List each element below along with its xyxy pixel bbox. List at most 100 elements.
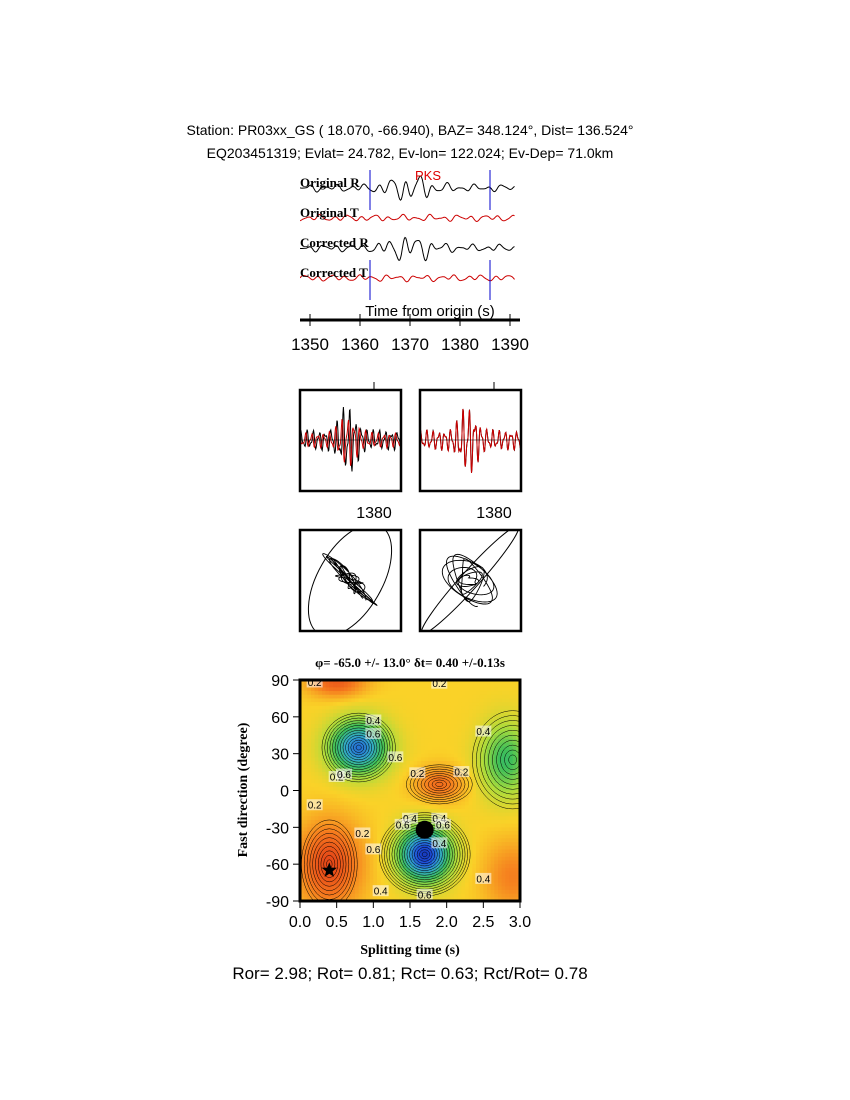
grid-cell xyxy=(347,816,352,821)
grid-cell xyxy=(472,683,477,688)
grid-cell xyxy=(347,779,352,784)
grid-cell xyxy=(307,713,312,718)
grid-cell xyxy=(311,761,316,766)
grid-cell xyxy=(406,878,411,884)
grid-cell xyxy=(468,698,473,703)
grid-cell xyxy=(336,856,341,861)
grid-cell xyxy=(410,680,415,685)
grid-cell xyxy=(303,691,308,696)
grid-cell xyxy=(303,794,308,799)
grid-cell xyxy=(307,694,312,699)
grid-cell xyxy=(439,831,444,836)
grid-cell xyxy=(417,761,422,766)
grid-cell xyxy=(307,691,312,696)
grid-cell xyxy=(417,779,422,784)
grid-cell xyxy=(410,749,415,755)
grid-cell xyxy=(494,864,499,869)
grid-cell xyxy=(454,845,459,850)
grid-cell xyxy=(428,761,433,766)
grid-cell xyxy=(377,772,382,777)
grid-cell xyxy=(443,860,448,865)
grid-cell xyxy=(483,893,488,898)
grid-cell xyxy=(494,709,499,714)
grid-cell xyxy=(307,698,312,703)
grid-cell xyxy=(325,897,330,901)
grid-cell xyxy=(454,680,459,685)
contour-label-text: 0.6 xyxy=(436,820,450,831)
grid-cell xyxy=(483,716,488,722)
grid-cell xyxy=(516,694,520,699)
grid-cell xyxy=(468,687,473,692)
grid-cell xyxy=(355,790,360,795)
grid-cell xyxy=(490,893,495,898)
grid-cell xyxy=(384,705,389,710)
grid-cell xyxy=(450,702,455,707)
grid-cell xyxy=(373,823,378,828)
grid-cell xyxy=(435,867,440,873)
grid-cell xyxy=(465,897,470,901)
grid-cell xyxy=(307,772,312,777)
grid-cell xyxy=(509,801,514,806)
grid-cell xyxy=(344,856,349,861)
grid-cell xyxy=(395,680,400,685)
contour-label-bg xyxy=(372,885,389,897)
grid-cell xyxy=(322,871,327,876)
grid-cell xyxy=(406,753,411,758)
grid-cell xyxy=(362,749,367,755)
grid-cell xyxy=(424,727,429,733)
grid-cell xyxy=(358,882,363,887)
grid-cell xyxy=(421,716,426,722)
grid-cell xyxy=(413,864,418,869)
grid-cell xyxy=(450,805,455,810)
grid-cell xyxy=(446,716,451,722)
grid-cell xyxy=(395,878,400,884)
grid-cell xyxy=(399,797,404,803)
grid-cell xyxy=(314,864,319,869)
particle-motion-after xyxy=(418,528,523,633)
grid-cell xyxy=(461,797,466,803)
grid-cell xyxy=(410,687,415,692)
grid-cell xyxy=(344,720,349,725)
grid-cell xyxy=(435,709,440,714)
grid-cell xyxy=(311,753,316,758)
grid-cell xyxy=(322,724,327,729)
grid-cell xyxy=(314,875,319,880)
grid-cell xyxy=(435,878,440,884)
grid-cell xyxy=(516,849,520,854)
grid-cell xyxy=(384,882,389,887)
grid-cell xyxy=(498,797,503,803)
grid-cell xyxy=(362,897,367,901)
grid-cell xyxy=(391,783,396,788)
grid-cell xyxy=(410,709,415,714)
grid-cell xyxy=(428,864,433,869)
grid-cell xyxy=(391,709,396,714)
grid-cell xyxy=(369,683,374,688)
grid-cell xyxy=(461,812,466,817)
grid-cell xyxy=(498,757,503,762)
grid-cell xyxy=(461,838,466,843)
grid-cell xyxy=(487,691,492,696)
grid-cell xyxy=(476,845,481,850)
grid-cell xyxy=(424,816,429,821)
grid-cell xyxy=(391,845,396,850)
grid-cell xyxy=(472,716,477,722)
grid-cell xyxy=(498,680,503,685)
grid-cell xyxy=(336,823,341,828)
grid-cell xyxy=(494,834,499,839)
grid-cell xyxy=(483,886,488,891)
grid-cell xyxy=(344,797,349,803)
grid-cell xyxy=(487,842,492,847)
grid-cell xyxy=(476,705,481,710)
grid-cell xyxy=(391,856,396,861)
grid-cell xyxy=(384,845,389,850)
grid-cell xyxy=(512,720,517,725)
grid-cell xyxy=(413,691,418,696)
grid-cell xyxy=(479,819,484,825)
grid-cell xyxy=(347,878,352,884)
grid-cell xyxy=(443,882,448,887)
grid-cell xyxy=(380,680,385,685)
grid-cell xyxy=(395,761,400,766)
grid-cell xyxy=(402,797,407,803)
grid-cell xyxy=(329,816,334,821)
grid-cell xyxy=(322,775,327,780)
